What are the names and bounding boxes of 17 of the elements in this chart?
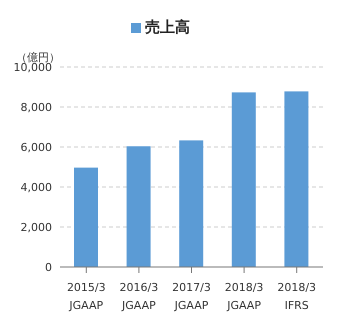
bar bbox=[126, 146, 151, 267]
y-tick-label: 0 bbox=[45, 260, 52, 274]
bar bbox=[232, 92, 256, 267]
y-tick-label: 8,000 bbox=[20, 100, 52, 114]
y-tick-label: 6,000 bbox=[20, 140, 52, 154]
bar bbox=[74, 168, 98, 267]
x-tick-label: 2018/3 JGAAP bbox=[224, 281, 264, 312]
bar bbox=[284, 91, 308, 267]
x-tick-label: 2018/3 IFRS bbox=[277, 281, 316, 312]
bar bbox=[179, 140, 204, 267]
y-tick-label: 4,000 bbox=[20, 180, 52, 194]
x-tick-label: 2015/3 JGAAP bbox=[66, 281, 106, 312]
x-tick-label: 2016/3 JGAAP bbox=[120, 281, 158, 312]
y-tick-label: 2,000 bbox=[20, 220, 52, 234]
x-tick-label: 2017/3 JGAAP bbox=[172, 281, 211, 312]
y-axis-title: （億円） bbox=[16, 50, 60, 64]
legend-label: 売上高 bbox=[145, 18, 190, 36]
